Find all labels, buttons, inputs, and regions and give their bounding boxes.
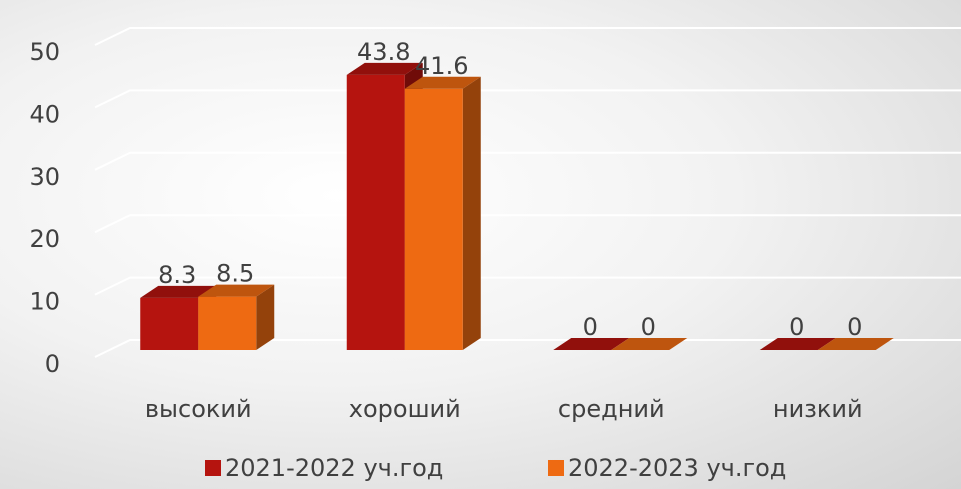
y-tick-label: 0 — [45, 350, 60, 378]
grid-line — [94, 276, 961, 296]
bar-top — [759, 338, 836, 350]
bar-top — [553, 338, 630, 350]
value-label: 43.8 — [357, 38, 410, 66]
y-tick-label: 10 — [29, 288, 60, 316]
y-tick-label: 40 — [29, 100, 60, 128]
x-tick-label: средний — [558, 395, 665, 423]
y-tick-label: 50 — [29, 38, 60, 66]
bar-top — [611, 338, 688, 350]
x-tick-label: хороший — [349, 395, 461, 423]
legend-swatch — [205, 460, 221, 476]
value-label: 0 — [847, 313, 862, 341]
grid-line — [94, 214, 961, 234]
value-label: 0 — [641, 313, 656, 341]
x-tick-label: низкий — [773, 395, 863, 423]
bar — [404, 76, 481, 350]
bar-front — [404, 88, 463, 350]
legend-label: 2022-2023 уч.год — [568, 454, 786, 482]
bar-top — [404, 76, 481, 89]
bar-top — [140, 285, 217, 298]
value-label: 0 — [583, 313, 598, 341]
bar-side — [256, 284, 275, 350]
bar-front — [198, 296, 257, 350]
bar-top — [346, 62, 423, 75]
bar — [759, 338, 836, 350]
value-label: 8.3 — [158, 261, 196, 289]
bar-side — [462, 76, 481, 350]
bar-front — [140, 297, 199, 350]
y-tick-label: 30 — [29, 163, 60, 191]
bar-top — [198, 284, 275, 297]
bar — [553, 338, 630, 350]
grid-line — [94, 89, 961, 109]
bar — [198, 284, 275, 350]
bar — [817, 338, 894, 350]
value-label: 8.5 — [216, 260, 254, 288]
grid-line — [94, 151, 961, 171]
bar-top — [817, 338, 894, 350]
grid-line — [94, 27, 961, 46]
x-tick-label: высокий — [145, 395, 252, 423]
legend-label: 2021-2022 уч.год — [225, 454, 443, 482]
value-label: 0 — [789, 313, 804, 341]
y-tick-label: 20 — [29, 225, 60, 253]
bar — [611, 338, 688, 350]
legend-swatch — [548, 460, 564, 476]
bar-front — [346, 74, 405, 350]
value-label: 41.6 — [415, 52, 468, 80]
